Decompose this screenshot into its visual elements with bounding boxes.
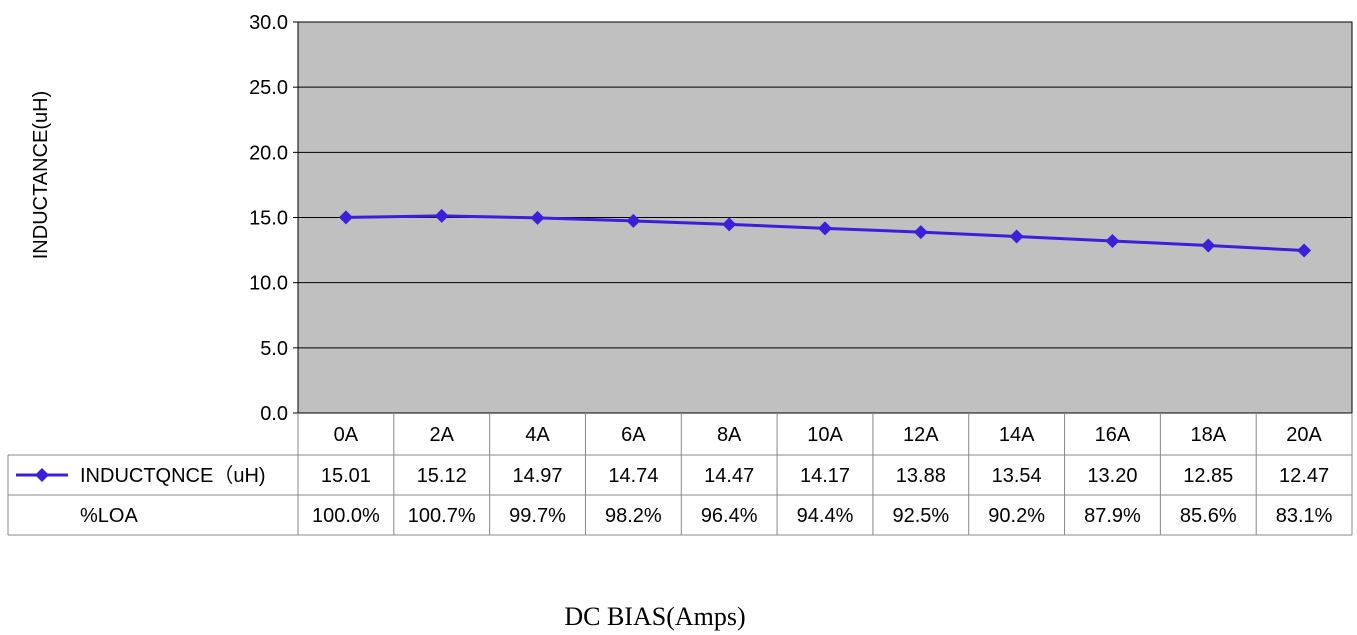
data-table-value: 90.2% bbox=[988, 505, 1045, 527]
x-category-label: 0A bbox=[334, 424, 359, 446]
data-point bbox=[818, 221, 832, 236]
data-table-value: 83.1% bbox=[1276, 505, 1333, 527]
data-table-value: 96.4% bbox=[701, 505, 758, 527]
x-category-label: 4A bbox=[525, 424, 550, 446]
y-tick-label: 30.0 bbox=[249, 12, 288, 34]
y-axis-title: INDUCTANCE(uH) bbox=[30, 91, 52, 260]
data-point bbox=[530, 210, 545, 225]
data-point bbox=[434, 208, 449, 223]
data-table-value: 92.5% bbox=[892, 505, 949, 527]
data-table-value: 12.85 bbox=[1183, 465, 1233, 487]
data-table-value: 100.0% bbox=[312, 505, 380, 527]
data-table-value: 98.2% bbox=[605, 505, 662, 527]
data-table-value: 15.12 bbox=[417, 465, 467, 487]
data-table-value: 13.20 bbox=[1087, 465, 1137, 487]
data-table-value: 14.97 bbox=[513, 465, 563, 487]
x-category-label: 8A bbox=[717, 424, 742, 446]
legend-series-name: INDUCTQNCE（uH) bbox=[80, 464, 266, 487]
data-table: 0A 2A 4A 6A 8A 10A 12A 14A 16A 18A 20A INDUCTQNCE（u… bbox=[7, 413, 1353, 536]
x-category-label: 10A bbox=[807, 424, 843, 446]
data-table-value: 14.17 bbox=[800, 465, 850, 487]
series-layer bbox=[338, 208, 1312, 258]
data-table-value: 14.74 bbox=[608, 465, 658, 487]
table-row-label: %LOA bbox=[80, 505, 138, 527]
x-category-label: 14A bbox=[999, 424, 1035, 446]
data-point bbox=[1297, 243, 1312, 258]
y-tick-label: 5.0 bbox=[260, 338, 288, 360]
data-table-value: 85.6% bbox=[1180, 505, 1237, 527]
x-category-label: 12A bbox=[903, 424, 939, 446]
x-category-label: 6A bbox=[621, 424, 646, 446]
data-table-value: 87.9% bbox=[1084, 505, 1141, 527]
x-category-label: 18A bbox=[1190, 424, 1226, 446]
data-table-value: 14.47 bbox=[704, 465, 754, 487]
y-tick-label: 15.0 bbox=[249, 208, 288, 230]
data-point bbox=[913, 225, 928, 240]
y-tick-label: 0.0 bbox=[260, 403, 288, 425]
x-category-label: 16A bbox=[1095, 424, 1131, 446]
gridlines bbox=[293, 21, 1352, 414]
y-axis-ticks: 0.0 5.0 10.0 15.0 20.0 25.0 30.0 bbox=[249, 12, 288, 425]
data-table-value: 12.47 bbox=[1279, 465, 1329, 487]
data-point bbox=[1201, 238, 1216, 253]
legend-key-marker bbox=[35, 468, 49, 482]
data-table-value: 99.7% bbox=[509, 505, 566, 527]
data-table-value: 100.7% bbox=[408, 505, 476, 527]
data-table-value: 13.88 bbox=[896, 465, 946, 487]
x-category-label: 2A bbox=[429, 424, 454, 446]
data-table-value: 13.54 bbox=[992, 465, 1042, 487]
data-table-value: 94.4% bbox=[797, 505, 854, 527]
data-point bbox=[1105, 233, 1120, 248]
y-tick-label: 10.0 bbox=[249, 273, 288, 295]
data-point bbox=[338, 210, 353, 225]
x-category-label: 20A bbox=[1286, 424, 1322, 446]
x-axis-title: DC BIAS(Amps) bbox=[564, 602, 745, 631]
data-point bbox=[1009, 229, 1024, 244]
y-tick-label: 25.0 bbox=[249, 77, 288, 99]
data-point bbox=[626, 213, 641, 228]
data-table-value: 15.01 bbox=[321, 465, 371, 487]
y-tick-label: 20.0 bbox=[249, 142, 288, 164]
data-point bbox=[722, 217, 737, 232]
